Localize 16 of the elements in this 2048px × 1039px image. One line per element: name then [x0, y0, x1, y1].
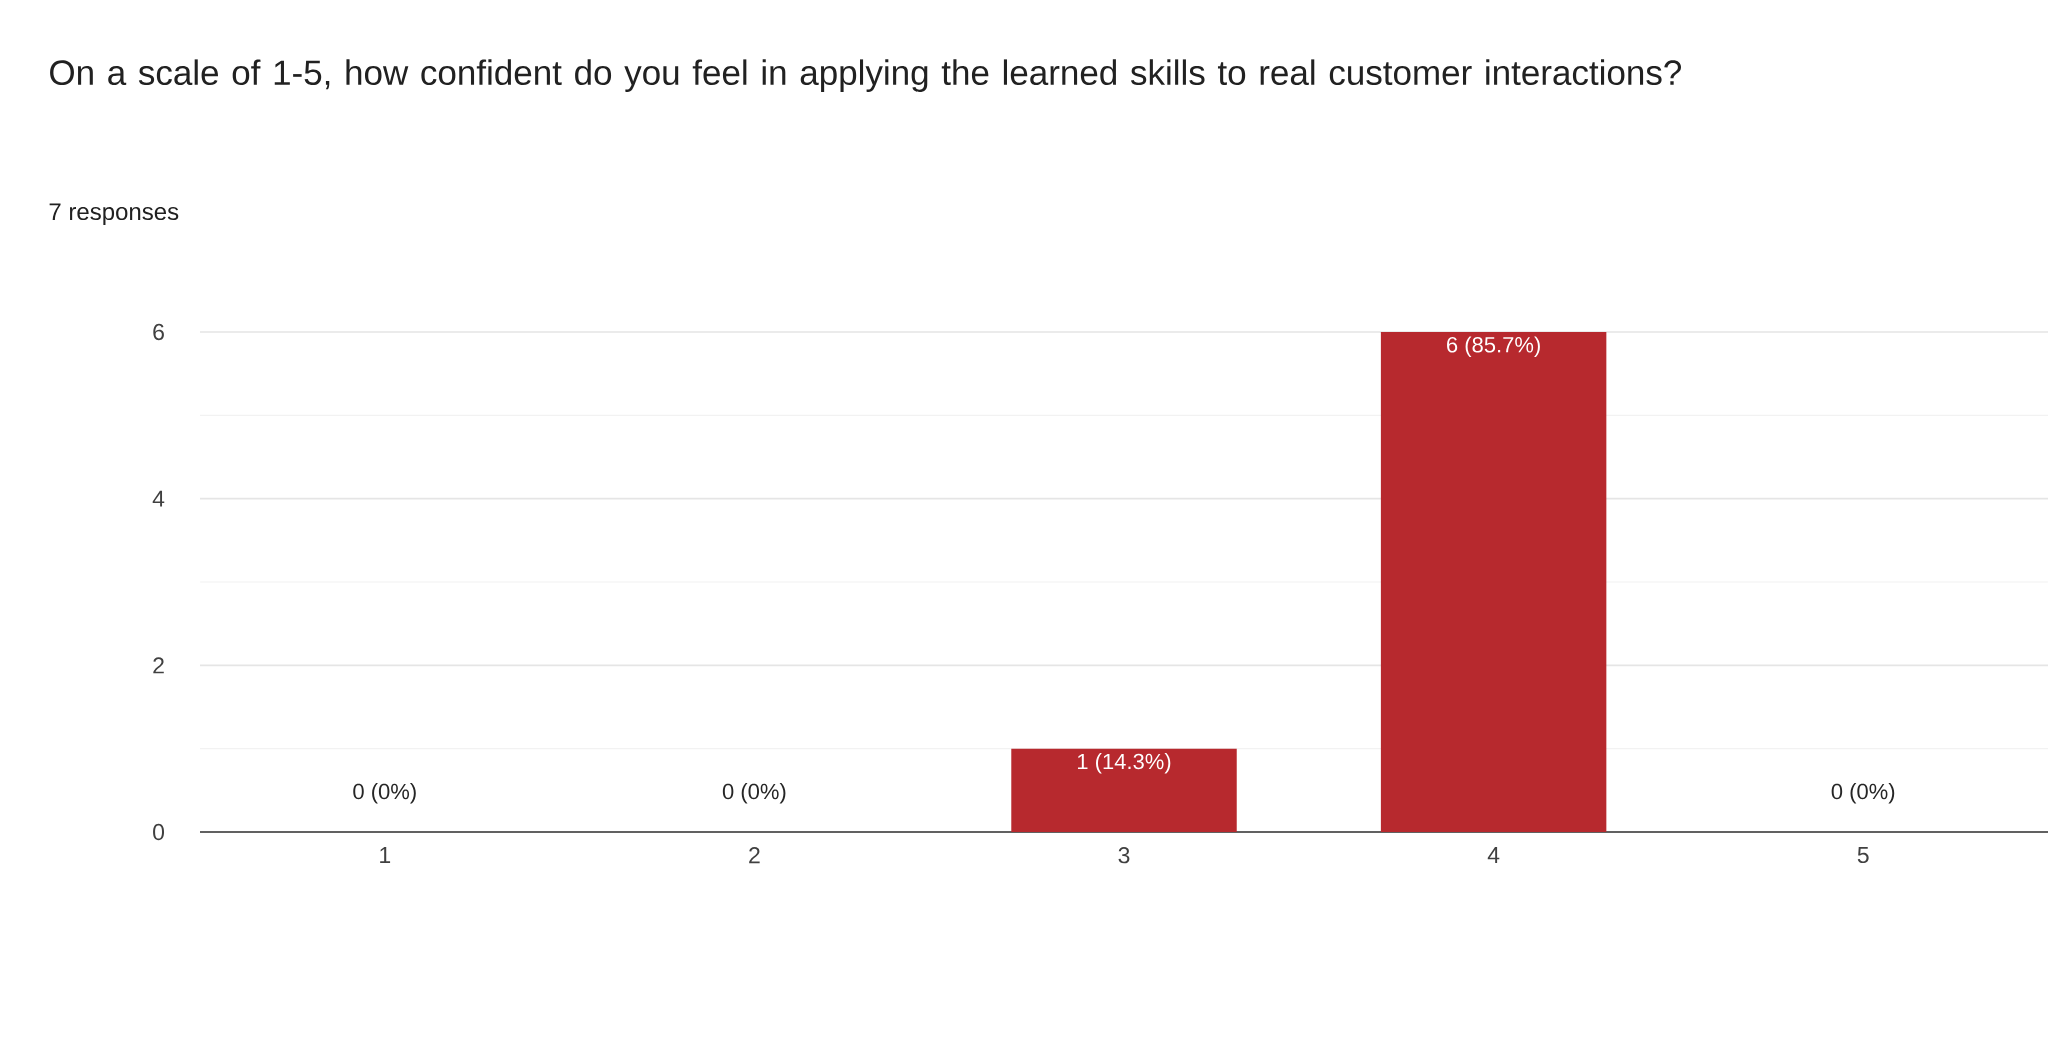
x-tick-label: 1 — [380, 847, 391, 863]
x-tick-label: 2 — [749, 847, 760, 864]
data-label: 0 (0%) — [1831, 783, 1895, 804]
data-label: 6 (85.7%) — [1447, 336, 1540, 357]
x-tick-label: 4 — [1487, 847, 1500, 863]
chart-title: On a scale of 1-5, how confident do you feel in applying the learned skills to real customer interactions? — [50, 59, 1682, 93]
y-tick-label: 6 — [153, 323, 164, 341]
y-tick-label: 4 — [152, 490, 165, 507]
x-tick-label: 3 — [1118, 847, 1130, 864]
data-label: 1 (14.3%) — [1077, 753, 1171, 774]
y-tick-label: 0 — [153, 823, 165, 841]
x-tick-label: 5 — [1857, 847, 1869, 864]
data-label: 0 (0%) — [722, 783, 786, 804]
chart-subtitle: 7 responses — [49, 203, 179, 225]
y-tick-label: 2 — [153, 657, 164, 674]
data-label: 0 (0%) — [353, 783, 416, 804]
